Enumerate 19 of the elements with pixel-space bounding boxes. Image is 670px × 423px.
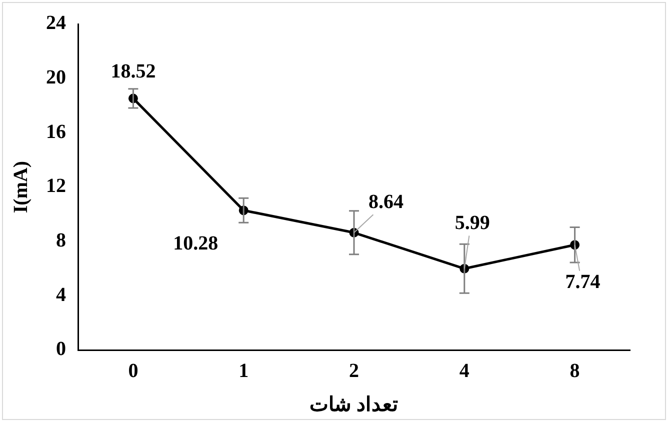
data-label: 8.64 xyxy=(368,190,404,213)
x-tick-label: 1 xyxy=(238,360,249,382)
x-tick-label: 4 xyxy=(459,360,470,382)
x-tick-label: 8 xyxy=(570,360,580,382)
y-tick-label: 0 xyxy=(56,338,66,360)
y-tick-label: 4 xyxy=(56,284,66,306)
data-label: 7.74 xyxy=(565,271,600,294)
y-tick-label: 16 xyxy=(46,120,66,143)
y-tick-label: 24 xyxy=(46,12,66,34)
y-tick-label: 20 xyxy=(46,66,66,89)
y-tick-label: 8 xyxy=(56,230,66,252)
x-tick-label: 2 xyxy=(349,360,359,382)
data-label: 10.28 xyxy=(173,232,218,255)
data-label: 18.52 xyxy=(110,60,156,83)
data-label: 5.99 xyxy=(454,212,490,234)
x-tick-label: 0 xyxy=(128,360,138,382)
y-axis-title: I(mA) xyxy=(10,160,32,214)
x-axis-title: تعداد شات xyxy=(310,394,398,416)
y-tick-label: 12 xyxy=(46,175,66,198)
